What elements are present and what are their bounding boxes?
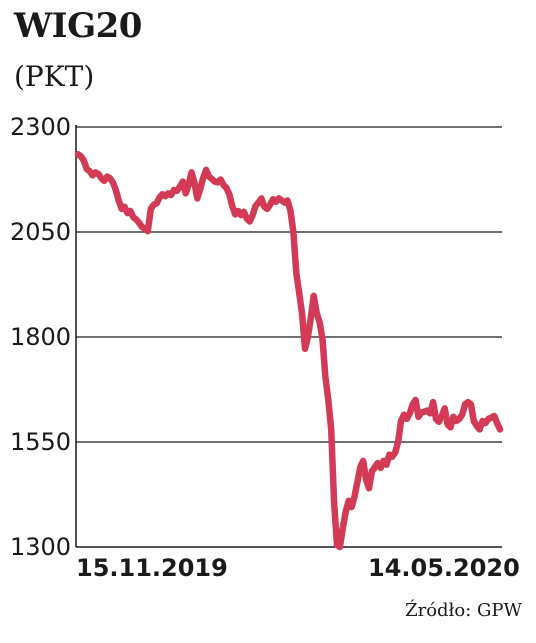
chart-title: WIG20	[14, 6, 142, 46]
source-note: Źródło: GPW	[405, 600, 522, 621]
grid-lines	[76, 126, 502, 443]
y-tick-label: 1800	[10, 323, 72, 351]
x-label-start: 15.11.2019	[76, 554, 228, 582]
series-line	[74, 151, 504, 551]
x-label-end: 14.05.2020	[368, 554, 520, 582]
y-tick-label: 2050	[10, 218, 72, 246]
chart-unit: (PKT)	[14, 60, 95, 93]
y-tick-label: 2300	[10, 113, 72, 141]
y-tick-label: 1550	[10, 428, 72, 456]
y-tick-label: 1300	[10, 533, 72, 561]
